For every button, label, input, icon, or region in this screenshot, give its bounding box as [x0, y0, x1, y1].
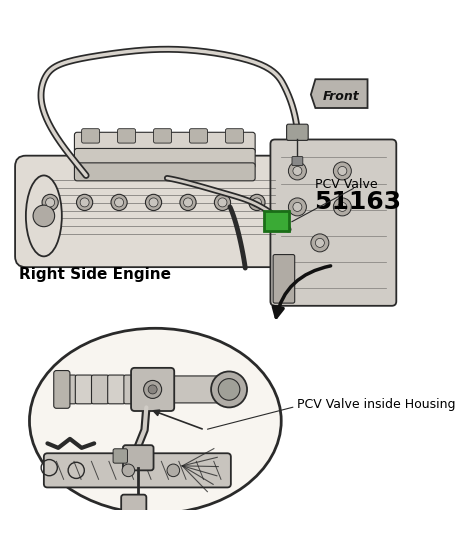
Circle shape	[333, 162, 351, 180]
Circle shape	[293, 166, 302, 176]
FancyBboxPatch shape	[154, 129, 172, 143]
Circle shape	[46, 198, 55, 207]
FancyBboxPatch shape	[124, 375, 141, 404]
Circle shape	[338, 166, 347, 176]
Circle shape	[249, 194, 265, 211]
Circle shape	[311, 234, 329, 252]
Circle shape	[288, 198, 306, 216]
FancyBboxPatch shape	[271, 140, 396, 306]
FancyBboxPatch shape	[292, 157, 303, 165]
Ellipse shape	[26, 176, 62, 256]
FancyBboxPatch shape	[74, 132, 255, 154]
FancyBboxPatch shape	[15, 156, 297, 267]
Circle shape	[42, 194, 58, 211]
FancyBboxPatch shape	[128, 523, 140, 537]
Polygon shape	[311, 79, 367, 108]
Circle shape	[111, 194, 127, 211]
Circle shape	[76, 194, 93, 211]
FancyBboxPatch shape	[82, 129, 100, 143]
FancyBboxPatch shape	[226, 129, 244, 143]
Circle shape	[144, 380, 162, 398]
FancyBboxPatch shape	[118, 129, 136, 143]
FancyBboxPatch shape	[168, 376, 232, 403]
Text: Right Side Engine: Right Side Engine	[18, 267, 171, 282]
FancyBboxPatch shape	[54, 371, 70, 408]
Text: PCV Valve inside Housing: PCV Valve inside Housing	[297, 398, 456, 411]
FancyBboxPatch shape	[74, 148, 255, 168]
Circle shape	[33, 205, 55, 227]
Text: Front: Front	[323, 90, 360, 103]
Circle shape	[146, 194, 162, 211]
Bar	[264, 212, 289, 231]
FancyBboxPatch shape	[273, 255, 295, 303]
Circle shape	[214, 194, 230, 211]
Ellipse shape	[29, 328, 281, 513]
FancyBboxPatch shape	[121, 495, 146, 527]
Circle shape	[180, 194, 196, 211]
Circle shape	[183, 198, 192, 207]
Circle shape	[219, 379, 240, 400]
Circle shape	[218, 198, 227, 207]
Circle shape	[211, 372, 247, 408]
Circle shape	[315, 238, 324, 248]
FancyBboxPatch shape	[190, 129, 208, 143]
Circle shape	[130, 534, 137, 537]
Circle shape	[253, 198, 262, 207]
FancyBboxPatch shape	[44, 453, 231, 488]
Circle shape	[338, 202, 347, 212]
FancyBboxPatch shape	[59, 375, 76, 404]
FancyBboxPatch shape	[108, 375, 125, 404]
FancyBboxPatch shape	[113, 449, 128, 463]
FancyBboxPatch shape	[74, 163, 255, 181]
Text: 51163: 51163	[314, 191, 401, 214]
Circle shape	[149, 198, 158, 207]
Circle shape	[80, 198, 89, 207]
Circle shape	[122, 464, 135, 477]
FancyBboxPatch shape	[131, 368, 174, 411]
Circle shape	[148, 385, 157, 394]
FancyBboxPatch shape	[75, 375, 92, 404]
FancyBboxPatch shape	[91, 375, 109, 404]
Circle shape	[288, 162, 306, 180]
Circle shape	[115, 198, 124, 207]
Circle shape	[333, 198, 351, 216]
FancyBboxPatch shape	[287, 124, 308, 140]
Text: PCV Valve: PCV Valve	[315, 178, 378, 191]
Circle shape	[167, 464, 180, 477]
FancyBboxPatch shape	[123, 445, 154, 470]
Circle shape	[293, 202, 302, 212]
